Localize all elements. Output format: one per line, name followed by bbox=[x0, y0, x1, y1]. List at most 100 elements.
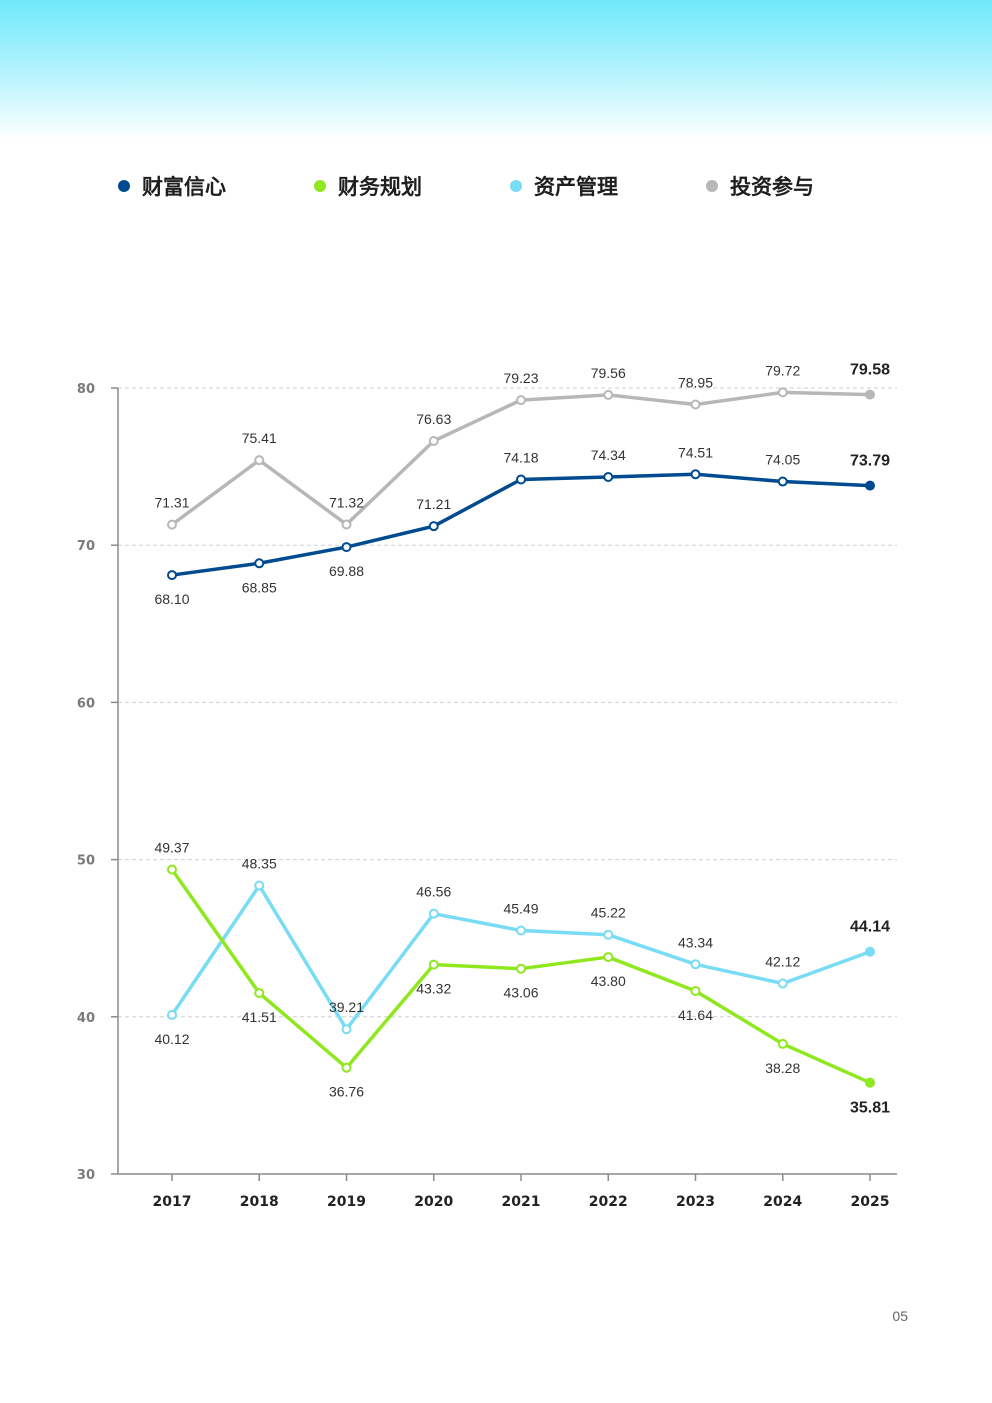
data-point bbox=[516, 925, 526, 936]
data-label: 38.28 bbox=[765, 1060, 800, 1076]
x-tick-label: 2020 bbox=[414, 1194, 453, 1210]
y-tick-label: 50 bbox=[77, 854, 95, 869]
data-point bbox=[428, 908, 439, 919]
data-point bbox=[428, 435, 439, 446]
data-point bbox=[428, 959, 439, 970]
data-point bbox=[341, 542, 352, 553]
data-label: 41.64 bbox=[678, 1007, 713, 1023]
y-tick-label: 80 bbox=[77, 382, 95, 397]
data-label: 74.05 bbox=[765, 452, 800, 468]
legend-label: 资产管理 bbox=[534, 175, 618, 199]
data-label: 43.32 bbox=[416, 981, 451, 997]
data-label: 41.51 bbox=[242, 1009, 277, 1025]
data-point bbox=[167, 570, 177, 581]
header-gradient-band bbox=[0, 0, 992, 140]
data-point bbox=[690, 399, 701, 410]
data-point bbox=[690, 986, 701, 997]
data-point bbox=[341, 1062, 352, 1073]
data-point bbox=[167, 1009, 177, 1020]
data-point bbox=[865, 480, 875, 491]
data-point bbox=[254, 880, 265, 891]
legend-dot-icon bbox=[510, 180, 522, 192]
data-point bbox=[341, 519, 352, 530]
data-point bbox=[341, 1024, 352, 1035]
data-label: 71.21 bbox=[416, 496, 451, 512]
data-label: 43.34 bbox=[678, 934, 713, 950]
legend-label: 财务规划 bbox=[338, 175, 422, 199]
data-label: 79.56 bbox=[591, 365, 626, 381]
y-tick-label: 40 bbox=[77, 1011, 95, 1026]
data-label: 40.12 bbox=[154, 1031, 189, 1047]
data-label: 42.12 bbox=[765, 953, 800, 969]
data-label: 79.23 bbox=[503, 370, 538, 386]
data-label: 71.32 bbox=[329, 494, 364, 510]
data-label: 68.85 bbox=[242, 579, 277, 595]
x-tick-label: 2024 bbox=[763, 1194, 802, 1210]
y-tick-label: 70 bbox=[77, 539, 95, 554]
series-line bbox=[170, 472, 872, 577]
data-label: 75.41 bbox=[242, 430, 277, 446]
data-label: 35.81 bbox=[850, 1100, 890, 1117]
data-point bbox=[516, 395, 526, 406]
data-point bbox=[865, 946, 875, 957]
data-label: 43.06 bbox=[503, 985, 538, 1001]
data-label: 74.18 bbox=[503, 449, 538, 465]
data-label: 36.76 bbox=[329, 1084, 364, 1100]
data-point bbox=[603, 929, 614, 940]
y-tick-label: 30 bbox=[77, 1168, 95, 1183]
legend-dot-icon bbox=[706, 180, 718, 192]
data-label: 71.31 bbox=[154, 495, 189, 511]
page-number: 05 bbox=[892, 1308, 908, 1324]
x-tick-label: 2017 bbox=[153, 1194, 192, 1210]
data-point bbox=[777, 978, 788, 989]
legend-item-financial-planning: 财务规划 bbox=[314, 170, 422, 202]
data-label: 44.14 bbox=[850, 919, 890, 936]
data-label: 39.21 bbox=[329, 999, 364, 1015]
data-point bbox=[254, 988, 265, 999]
legend-label: 投资参与 bbox=[730, 175, 814, 199]
data-point bbox=[777, 476, 788, 487]
data-label: 43.80 bbox=[591, 973, 626, 989]
data-label: 48.35 bbox=[242, 856, 277, 872]
x-tick-label: 2025 bbox=[851, 1194, 890, 1210]
data-point bbox=[167, 864, 177, 875]
data-label: 78.95 bbox=[678, 375, 713, 391]
y-tick-label: 60 bbox=[77, 696, 95, 711]
chart-legend: 财富信心 财务规划 资产管理 投资参与 bbox=[118, 170, 938, 202]
data-label: 45.22 bbox=[591, 905, 626, 921]
x-tick-label: 2019 bbox=[327, 1194, 366, 1210]
data-point bbox=[865, 389, 875, 400]
data-point bbox=[603, 389, 614, 400]
data-label: 79.72 bbox=[765, 362, 800, 378]
x-tick-label: 2021 bbox=[502, 1194, 541, 1210]
data-label: 68.10 bbox=[154, 591, 189, 607]
data-point bbox=[516, 963, 526, 974]
data-point bbox=[516, 474, 526, 485]
data-point bbox=[254, 455, 265, 466]
legend-dot-icon bbox=[118, 180, 130, 192]
legend-item-asset-management: 资产管理 bbox=[510, 170, 618, 202]
data-point bbox=[865, 1077, 875, 1088]
x-tick-label: 2018 bbox=[240, 1194, 279, 1210]
data-label: 46.56 bbox=[416, 884, 451, 900]
x-tick-label: 2023 bbox=[676, 1194, 715, 1210]
data-label: 49.37 bbox=[154, 840, 189, 856]
data-label: 76.63 bbox=[416, 411, 451, 427]
data-label: 74.51 bbox=[678, 444, 713, 460]
data-point bbox=[254, 558, 265, 569]
data-point bbox=[603, 471, 614, 482]
data-point bbox=[690, 469, 701, 480]
data-label: 69.88 bbox=[329, 563, 364, 579]
data-label: 73.79 bbox=[850, 453, 890, 470]
legend-dot-icon bbox=[314, 180, 326, 192]
data-point bbox=[167, 519, 177, 530]
data-point bbox=[428, 521, 439, 532]
data-label: 79.58 bbox=[850, 362, 890, 379]
data-point bbox=[777, 387, 788, 398]
legend-item-wealth-confidence: 财富信心 bbox=[118, 170, 226, 202]
data-point bbox=[603, 952, 614, 963]
data-label: 74.34 bbox=[591, 447, 626, 463]
data-point bbox=[777, 1038, 788, 1049]
data-label: 45.49 bbox=[503, 900, 538, 916]
